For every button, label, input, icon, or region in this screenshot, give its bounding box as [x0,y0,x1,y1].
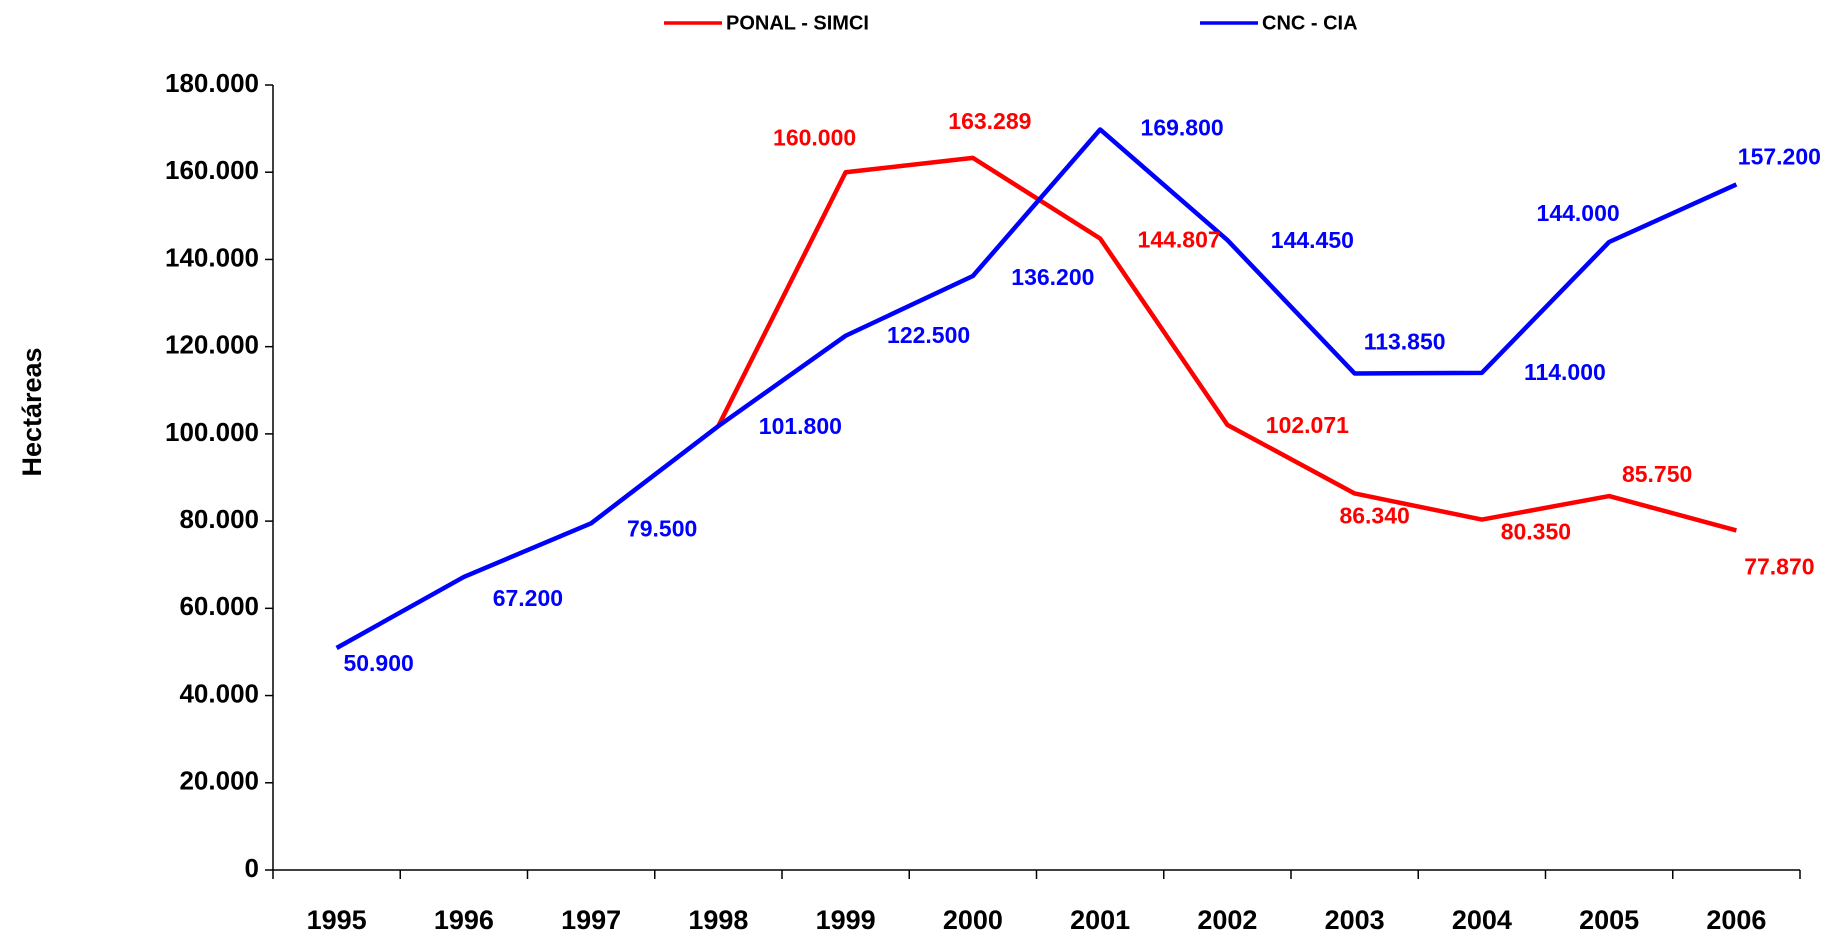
data-label: 50.900 [343,650,413,676]
data-label: 80.350 [1501,519,1571,545]
data-label: 77.870 [1744,553,1814,579]
data-label: 144.807 [1138,227,1221,253]
x-tick-label: 1995 [307,905,367,935]
data-label: 102.071 [1266,412,1349,438]
legend-label: PONAL - SIMCI [726,12,869,34]
data-label: 144.000 [1537,200,1620,226]
y-tick-label: 160.000 [165,155,259,185]
y-tick-label: 120.000 [165,330,259,360]
x-tick-label: 2005 [1579,905,1639,935]
x-tick-label: 2003 [1325,905,1385,935]
data-label: 122.500 [887,322,970,348]
y-tick-label: 20.000 [179,766,259,796]
data-label: 144.450 [1271,227,1354,253]
y-tick-label: 100.000 [165,417,259,447]
data-label: 101.800 [759,413,842,439]
x-tick-label: 2000 [943,905,1003,935]
y-tick-label: 180.000 [165,68,259,98]
data-label: 163.289 [948,108,1031,134]
y-axis-label: Hectáreas [17,347,47,476]
x-tick-label: 1998 [688,905,748,935]
data-label: 113.850 [1364,329,1446,355]
y-tick-label: 80.000 [179,504,259,534]
data-label: 67.200 [493,585,563,611]
x-tick-label: 1999 [816,905,876,935]
data-label: 79.500 [627,515,697,541]
data-label: 114.000 [1524,359,1606,385]
data-label: 169.800 [1141,115,1224,141]
x-tick-label: 2004 [1452,905,1512,935]
y-tick-label: 0 [245,853,259,883]
x-tick-label: 2002 [1197,905,1257,935]
data-label: 157.200 [1738,144,1821,170]
y-tick-label: 40.000 [179,678,259,708]
series-line [335,127,1738,650]
y-tick-label: 140.000 [165,242,259,272]
series-line [716,155,1737,533]
data-label: 136.200 [1011,264,1094,290]
data-label: 85.750 [1622,461,1692,487]
legend-label: CNC - CIA [1262,12,1358,34]
x-tick-label: 1996 [434,905,494,935]
x-tick-label: 2001 [1070,905,1130,935]
data-label: 86.340 [1339,503,1409,529]
data-label: 160.000 [773,124,856,150]
x-tick-label: 2006 [1706,905,1766,935]
y-tick-label: 60.000 [179,591,259,621]
x-tick-label: 1997 [561,905,621,935]
